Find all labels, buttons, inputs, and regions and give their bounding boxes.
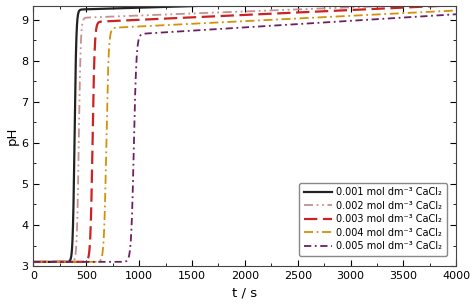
0.003 mol dm⁻³ CaCl₂ <box>454 4 459 7</box>
0.002 mol dm⁻³ CaCl₂ <box>52 260 58 264</box>
Line: 0.001 mol dm⁻³ CaCl₂: 0.001 mol dm⁻³ CaCl₂ <box>33 5 456 262</box>
0.005 mol dm⁻³ CaCl₂ <box>52 260 58 264</box>
Line: 0.003 mol dm⁻³ CaCl₂: 0.003 mol dm⁻³ CaCl₂ <box>33 5 456 262</box>
Line: 0.002 mol dm⁻³ CaCl₂: 0.002 mol dm⁻³ CaCl₂ <box>33 5 456 262</box>
0.005 mol dm⁻³ CaCl₂ <box>184 29 189 33</box>
0.004 mol dm⁻³ CaCl₂ <box>52 260 58 264</box>
0.003 mol dm⁻³ CaCl₂ <box>281 11 287 15</box>
0.003 mol dm⁻³ CaCl₂ <box>52 260 58 264</box>
0.001 mol dm⁻³ CaCl₂ <box>281 4 287 7</box>
0.005 mol dm⁻³ CaCl₂ <box>367 18 372 21</box>
0.005 mol dm⁻³ CaCl₂ <box>30 260 36 264</box>
0.001 mol dm⁻³ CaCl₂ <box>184 4 189 8</box>
X-axis label: t / s: t / s <box>232 286 258 300</box>
0.002 mol dm⁻³ CaCl₂ <box>454 4 459 7</box>
0.003 mol dm⁻³ CaCl₂ <box>299 10 305 14</box>
Line: 0.004 mol dm⁻³ CaCl₂: 0.004 mol dm⁻³ CaCl₂ <box>33 10 456 262</box>
0.004 mol dm⁻³ CaCl₂ <box>454 9 459 12</box>
Legend: 0.001 mol dm⁻³ CaCl₂, 0.002 mol dm⁻³ CaCl₂, 0.003 mol dm⁻³ CaCl₂, 0.004 mol dm⁻³: 0.001 mol dm⁻³ CaCl₂, 0.002 mol dm⁻³ CaC… <box>299 183 447 256</box>
0.002 mol dm⁻³ CaCl₂ <box>30 260 36 264</box>
0.001 mol dm⁻³ CaCl₂ <box>344 4 350 7</box>
0.005 mol dm⁻³ CaCl₂ <box>281 23 287 27</box>
0.002 mol dm⁻³ CaCl₂ <box>281 8 287 12</box>
0.001 mol dm⁻³ CaCl₂ <box>299 4 305 7</box>
0.004 mol dm⁻³ CaCl₂ <box>184 22 189 26</box>
0.004 mol dm⁻³ CaCl₂ <box>30 260 36 264</box>
Line: 0.005 mol dm⁻³ CaCl₂: 0.005 mol dm⁻³ CaCl₂ <box>33 14 456 262</box>
0.005 mol dm⁻³ CaCl₂ <box>344 19 350 23</box>
0.005 mol dm⁻³ CaCl₂ <box>299 22 305 26</box>
0.004 mol dm⁻³ CaCl₂ <box>281 17 287 21</box>
0.004 mol dm⁻³ CaCl₂ <box>344 14 350 18</box>
0.001 mol dm⁻³ CaCl₂ <box>52 260 58 264</box>
0.002 mol dm⁻³ CaCl₂ <box>184 12 189 16</box>
0.001 mol dm⁻³ CaCl₂ <box>454 4 459 7</box>
0.003 mol dm⁻³ CaCl₂ <box>184 16 189 20</box>
0.001 mol dm⁻³ CaCl₂ <box>30 260 36 264</box>
0.002 mol dm⁻³ CaCl₂ <box>344 5 350 9</box>
0.001 mol dm⁻³ CaCl₂ <box>367 4 372 7</box>
0.004 mol dm⁻³ CaCl₂ <box>367 13 372 17</box>
0.003 mol dm⁻³ CaCl₂ <box>344 8 350 12</box>
0.002 mol dm⁻³ CaCl₂ <box>367 5 372 9</box>
0.002 mol dm⁻³ CaCl₂ <box>299 7 305 11</box>
Y-axis label: pH: pH <box>6 127 19 145</box>
0.001 mol dm⁻³ CaCl₂ <box>204 4 209 7</box>
0.003 mol dm⁻³ CaCl₂ <box>367 7 372 11</box>
0.004 mol dm⁻³ CaCl₂ <box>299 16 305 20</box>
0.005 mol dm⁻³ CaCl₂ <box>454 13 459 16</box>
0.003 mol dm⁻³ CaCl₂ <box>442 4 448 7</box>
0.003 mol dm⁻³ CaCl₂ <box>30 260 36 264</box>
0.002 mol dm⁻³ CaCl₂ <box>393 4 399 7</box>
